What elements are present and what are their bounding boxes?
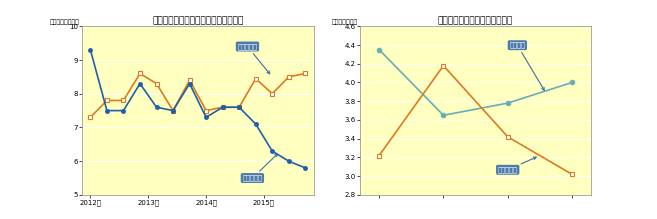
Text: （前年同期比％）: （前年同期比％） <box>50 19 79 25</box>
Text: 第２次産業: 第２次産業 <box>242 154 278 181</box>
Title: 第２次産業と第３次産業の実質成長率: 第２次産業と第３次産業の実質成長率 <box>152 16 244 25</box>
Title: 最終消費と総資本形成の寄与度: 最終消費と総資本形成の寄与度 <box>438 16 513 25</box>
Text: 総資本形成: 総資本形成 <box>498 157 536 173</box>
Text: 最終消費: 最終消費 <box>509 42 544 90</box>
Text: （％ポイント）: （％ポイント） <box>332 19 358 25</box>
Text: 第３次産業: 第３次産業 <box>237 43 269 74</box>
